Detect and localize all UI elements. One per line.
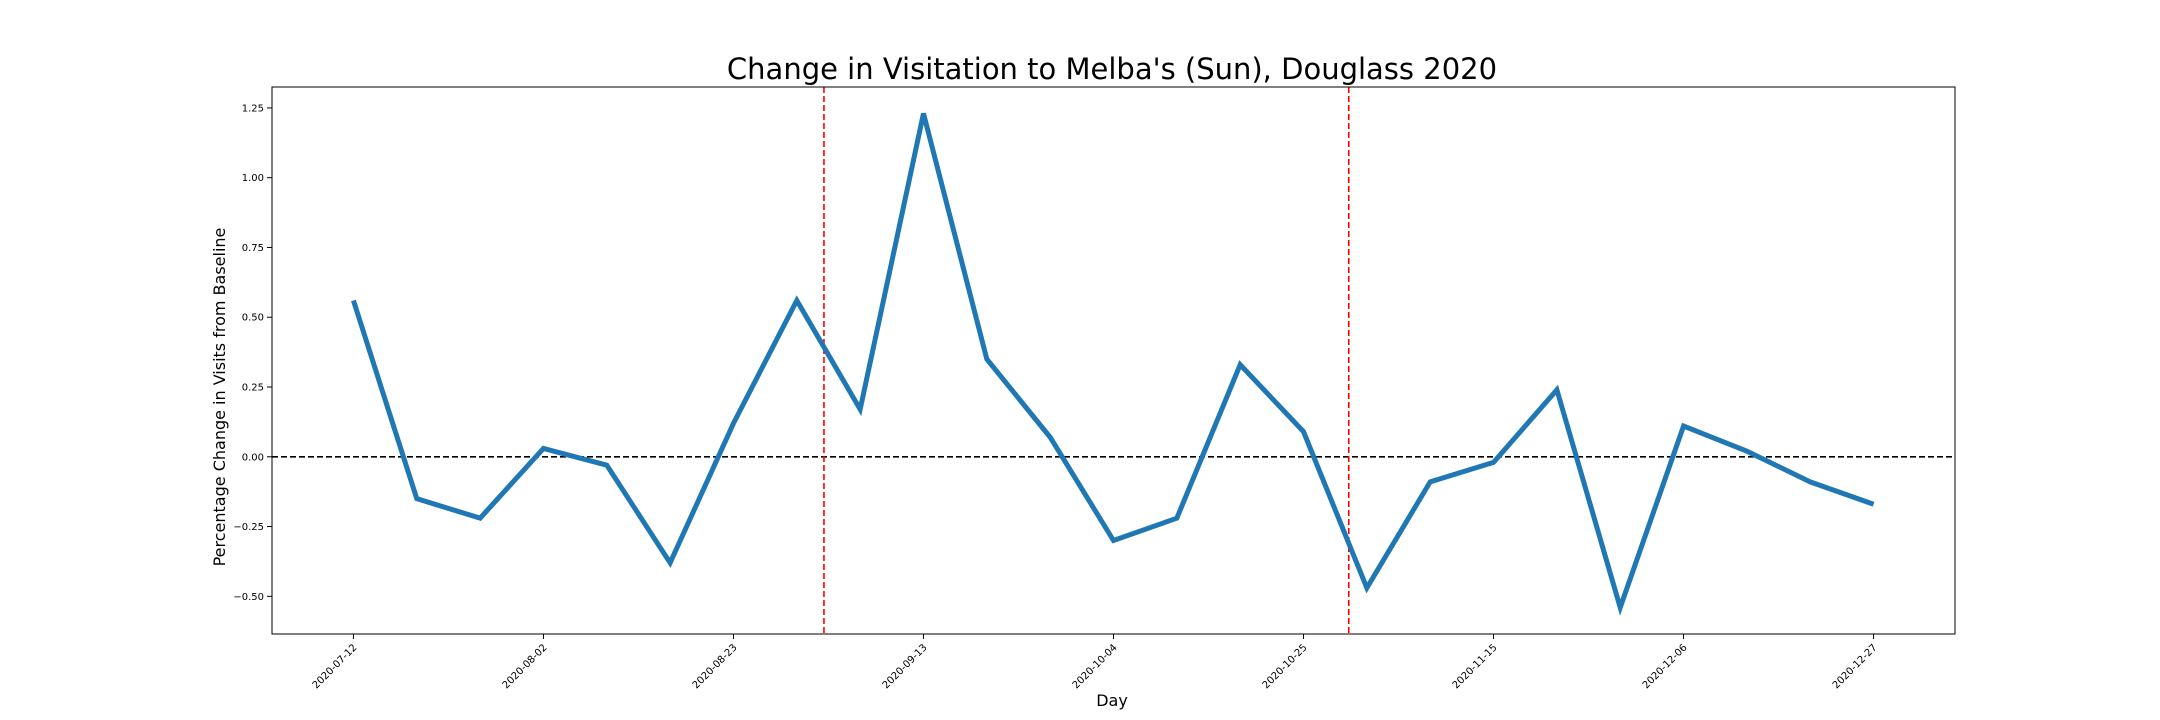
x-tick-label: 2020-11-15 xyxy=(1451,642,1500,691)
plot-frame xyxy=(271,86,1956,635)
y-tick-label: 0.50 xyxy=(242,313,264,324)
x-tick-label: 2020-09-13 xyxy=(881,642,930,691)
x-axis-label: Day xyxy=(1096,691,1128,710)
series-line-0 xyxy=(351,112,1875,616)
x-tick-label: 2020-12-06 xyxy=(1641,642,1690,691)
y-axis-label: Percentage Change in Visits from Baselin… xyxy=(210,228,229,567)
y-tick-label: 0.75 xyxy=(242,243,264,254)
chart-title: Change in Visitation to Melba's (Sun), D… xyxy=(727,52,1497,86)
x-tick-label: 2020-08-23 xyxy=(691,642,740,691)
x-tick-label: 2020-10-04 xyxy=(1071,642,1120,691)
x-tick-label: 2020-08-02 xyxy=(501,642,550,691)
y-tick-label: 0.00 xyxy=(242,452,264,463)
y-tick-label: 1.00 xyxy=(242,173,264,184)
y-tick-label: 1.25 xyxy=(242,103,264,114)
plot-area: −0.50 −0.25 0.00 0.25 0.50 0.75 1.00 1.25 2020-0… xyxy=(233,86,1956,691)
y-tick-label: −0.25 xyxy=(233,522,264,533)
x-tick-label: 2020-10-25 xyxy=(1261,642,1310,691)
y-tick-label: 0.25 xyxy=(242,383,264,394)
x-tick-label: 2020-12-27 xyxy=(1831,642,1880,691)
y-tick-label: −0.50 xyxy=(233,592,264,603)
x-tick-label: 2020-07-12 xyxy=(311,642,360,691)
